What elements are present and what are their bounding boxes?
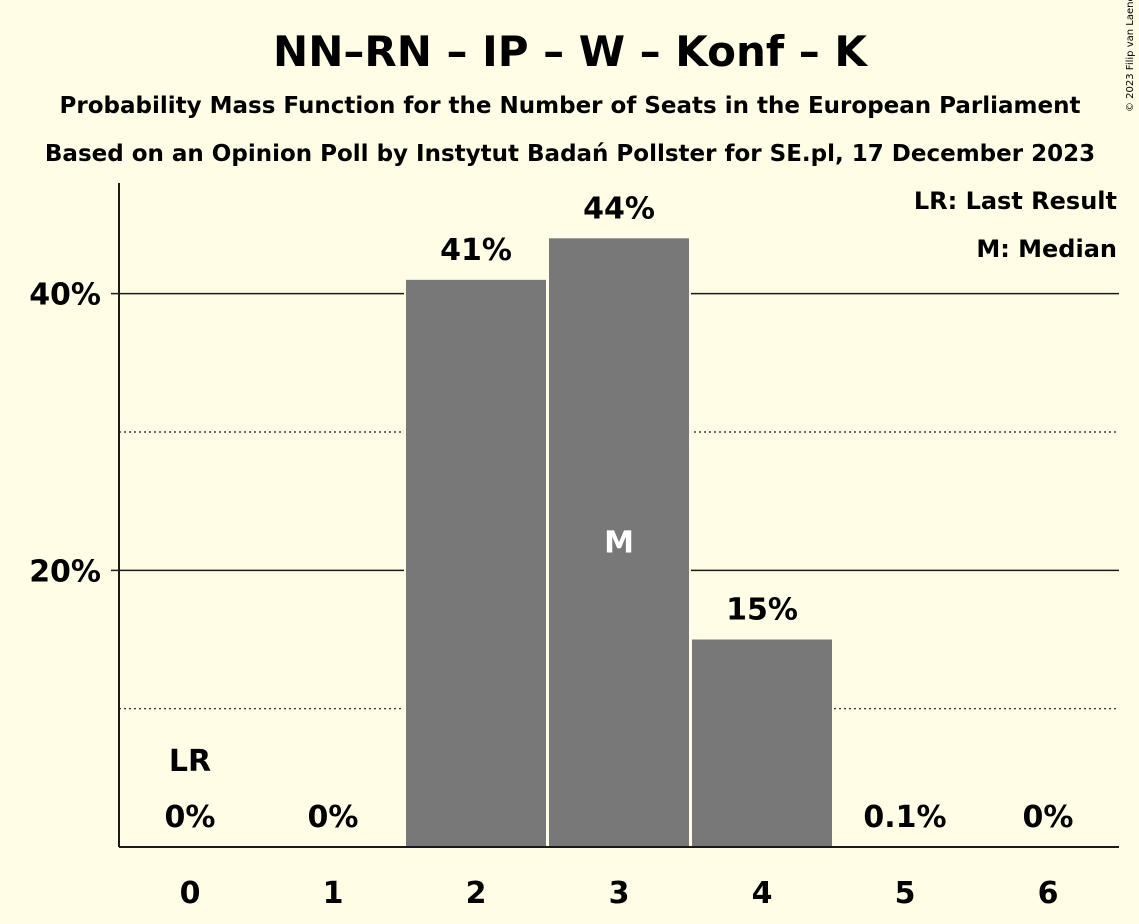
y-tick-label: 20% xyxy=(29,554,101,589)
median-marker: M xyxy=(604,526,634,561)
x-tick-label: 1 xyxy=(323,876,344,911)
x-tick-label: 2 xyxy=(466,876,487,911)
chart-title: NN–RN – IP – W – Konf – K xyxy=(273,27,868,76)
bar-seats-2 xyxy=(406,279,546,847)
value-label: 41% xyxy=(440,233,512,268)
chart-subtitle-1: Probability Mass Function for the Number… xyxy=(60,93,1081,119)
bar-seats-4 xyxy=(692,639,832,847)
x-tick-label: 0 xyxy=(180,876,201,911)
value-label: 0% xyxy=(308,800,359,835)
value-label: 44% xyxy=(583,191,655,226)
bar-seats-3 xyxy=(549,238,689,848)
labels: 0 0% LR 1 0% 2 41% 3 44% M 4 15% 5 0.1% 6 0% xyxy=(165,191,1074,911)
value-label: 0.1% xyxy=(863,800,946,835)
y-tick-label: 40% xyxy=(29,278,101,313)
value-label: 15% xyxy=(726,593,798,628)
value-label: 0% xyxy=(1023,800,1074,835)
x-tick-label: 6 xyxy=(1038,876,1059,911)
legend-last-result: LR: Last Result xyxy=(914,187,1117,215)
copyright-note: © 2023 Filip van Laenen xyxy=(1125,0,1136,112)
x-tick-label: 5 xyxy=(895,876,916,911)
x-tick-label: 3 xyxy=(609,876,630,911)
legend-median: M: Median xyxy=(976,235,1117,263)
bars xyxy=(404,237,834,848)
x-tick-label: 4 xyxy=(752,876,773,911)
last-result-marker: LR xyxy=(169,744,211,779)
value-label: 0% xyxy=(165,800,216,835)
chart-subtitle-2: Based on an Opinion Poll by Instytut Bad… xyxy=(45,141,1095,167)
